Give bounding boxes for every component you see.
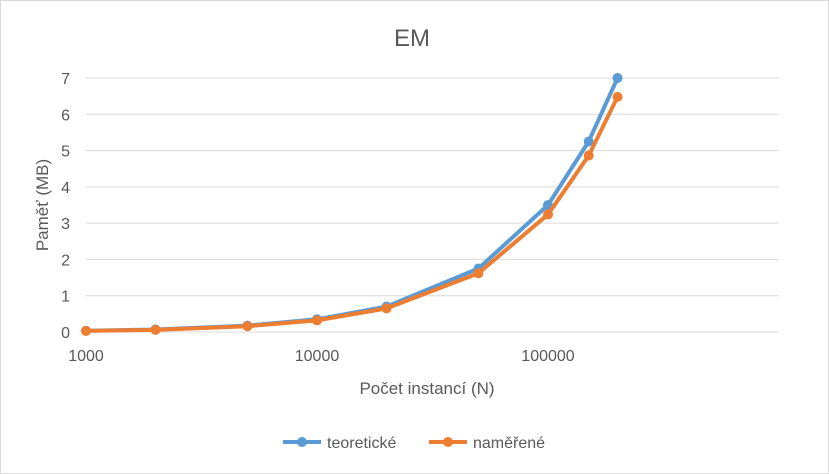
x-axis-title: Počet instancí (N) xyxy=(359,379,494,398)
data-point-1-8 xyxy=(612,91,623,102)
y-tick-label-6: 6 xyxy=(61,107,70,124)
y-tick-label-5: 5 xyxy=(61,144,70,161)
data-point-1-2 xyxy=(242,321,253,332)
y-axis-title: Paměť (MB) xyxy=(33,159,52,251)
x-tick-label-2: 100000 xyxy=(521,348,574,365)
legend-label-0: teoretické xyxy=(327,435,396,452)
y-tick-label-1: 1 xyxy=(61,289,70,306)
data-point-1-1 xyxy=(150,324,161,335)
data-point-0-7 xyxy=(583,136,594,147)
legend-marker-0 xyxy=(297,437,307,447)
x-tick-labels: 1000 10000 100000 xyxy=(68,348,575,365)
legend-label-1: naměřené xyxy=(473,435,545,452)
series-line-0 xyxy=(84,76,620,333)
data-series xyxy=(81,73,623,336)
data-point-1-7 xyxy=(583,150,594,161)
y-tick-label-3: 3 xyxy=(61,216,70,233)
data-point-0-8 xyxy=(612,73,623,83)
data-point-1-0 xyxy=(81,325,91,336)
legend-marker-1 xyxy=(443,437,453,447)
legend: teoretické naměřené xyxy=(283,435,545,452)
data-point-1-4 xyxy=(381,303,392,314)
y-tick-label-7: 7 xyxy=(61,71,70,88)
gridlines xyxy=(86,77,779,333)
data-point-1-3 xyxy=(312,315,322,326)
x-tick-label-1: 10000 xyxy=(295,348,340,365)
y-tick-label-4: 4 xyxy=(61,180,70,197)
y-tick-label-2: 2 xyxy=(61,252,70,269)
chart-title: EM xyxy=(394,25,430,52)
data-point-1-5 xyxy=(473,268,484,279)
y-tick-label-0: 0 xyxy=(61,325,70,342)
y-tick-labels: 0 1 2 3 4 5 6 7 xyxy=(61,71,70,342)
x-tick-label-0: 1000 xyxy=(68,348,104,365)
data-point-1-6 xyxy=(543,209,553,220)
